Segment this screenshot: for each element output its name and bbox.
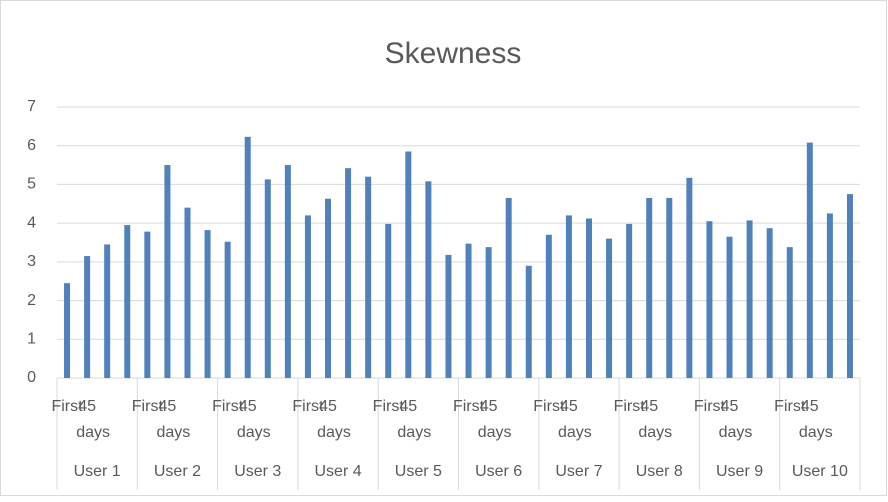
bar — [766, 228, 773, 378]
group-label: User 10 — [792, 463, 848, 480]
bar — [706, 221, 713, 378]
bar — [425, 181, 432, 378]
bar — [826, 213, 833, 378]
bar — [746, 220, 753, 378]
y-tick-label: 4 — [27, 214, 36, 231]
bar — [646, 197, 653, 378]
bar — [606, 238, 613, 378]
x-tick-label: 45 days — [799, 398, 833, 441]
group-label: User 5 — [395, 463, 442, 480]
bar — [545, 234, 552, 378]
x-tick-label: 45 days — [478, 398, 512, 441]
x-tick-label: First — [51, 398, 83, 415]
bar — [224, 241, 231, 378]
bar — [405, 151, 412, 378]
x-tick-label: 45 days — [558, 398, 592, 441]
x-tick-label: First — [774, 398, 806, 415]
bar — [585, 218, 592, 378]
bar — [385, 223, 392, 378]
bar — [626, 223, 633, 378]
y-tick-label: 3 — [27, 253, 36, 270]
x-tick-label: 45 days — [719, 398, 753, 441]
group-label: User 8 — [636, 463, 683, 480]
bar — [164, 165, 171, 378]
x-tick-label: First — [212, 398, 244, 415]
y-tick-label: 6 — [27, 137, 36, 154]
x-tick-label: 45 days — [76, 398, 110, 441]
x-tick-label: 45 days — [157, 398, 191, 441]
bar — [64, 283, 71, 378]
chart-title: Skewness — [385, 37, 522, 70]
bar — [264, 179, 271, 378]
x-tick-label: First — [132, 398, 164, 415]
x-tick-label: 45 days — [638, 398, 672, 441]
group-label: User 1 — [74, 463, 121, 480]
bar — [846, 194, 853, 378]
bar — [686, 177, 693, 378]
x-tick-label: First — [614, 398, 646, 415]
bar — [666, 197, 673, 378]
group-label: User 2 — [154, 463, 201, 480]
y-tick-label: 1 — [27, 331, 36, 348]
bar — [786, 247, 793, 378]
group-label: User 7 — [555, 463, 602, 480]
group-label: User 9 — [716, 463, 763, 480]
x-tick-label: 45 days — [317, 398, 351, 441]
group-label: User 3 — [234, 463, 281, 480]
bar — [565, 215, 572, 378]
x-tick-label: 45 days — [237, 398, 271, 441]
bar — [244, 136, 251, 378]
bar — [184, 207, 191, 378]
bar — [485, 247, 492, 378]
y-tick-label: 0 — [27, 369, 36, 386]
bar — [505, 197, 512, 378]
bar — [325, 198, 332, 378]
bar — [284, 165, 291, 378]
x-tick-label: First — [694, 398, 726, 415]
bar — [84, 256, 91, 378]
bar — [304, 215, 311, 378]
bar — [365, 176, 372, 378]
bar — [726, 236, 733, 378]
bar — [204, 230, 211, 378]
bar — [345, 168, 352, 378]
bar — [124, 225, 131, 378]
bar — [525, 265, 532, 378]
bar — [144, 231, 151, 378]
y-tick-label: 7 — [27, 98, 36, 115]
bar — [465, 243, 472, 378]
x-tick-label: First — [373, 398, 405, 415]
x-tick-label: First — [533, 398, 565, 415]
y-tick-label: 5 — [27, 176, 36, 193]
bar — [806, 142, 813, 378]
x-tick-label: First — [292, 398, 324, 415]
x-tick-label: First — [453, 398, 485, 415]
bar — [445, 254, 452, 378]
x-tick-label: 45 days — [397, 398, 431, 441]
y-tick-label: 2 — [27, 292, 36, 309]
group-label: User 6 — [475, 463, 522, 480]
group-label: User 4 — [314, 463, 361, 480]
bar — [104, 244, 111, 378]
